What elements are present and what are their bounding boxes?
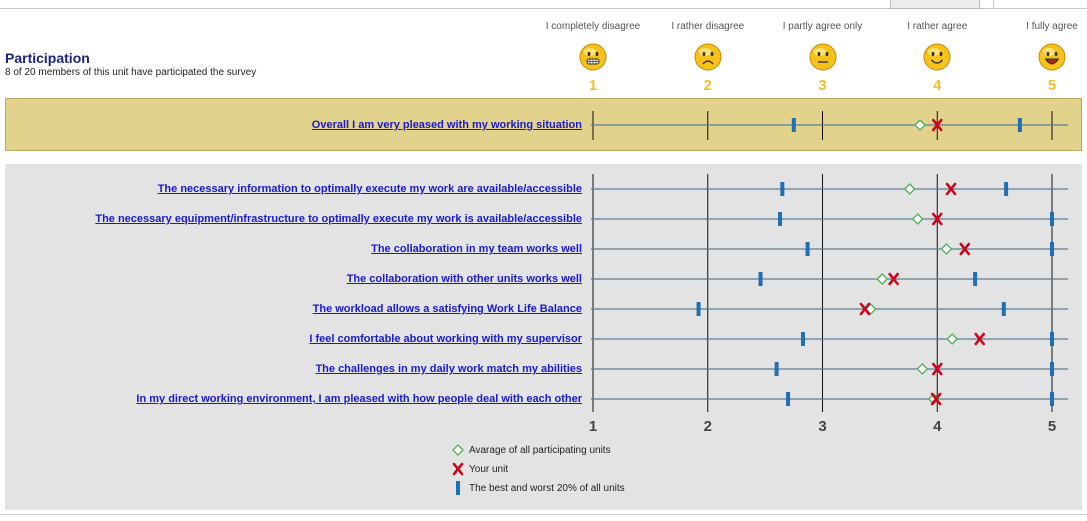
scale-label-3: I partly agree only [782,21,863,32]
question-link[interactable]: The collaboration in my team works well [371,243,582,255]
best-20-marker [1050,212,1054,226]
smile-smiley-icon [923,43,951,71]
x-tick-label: 3 [818,418,827,435]
scale-number-1: 1 [588,77,598,94]
your-unit-marker [931,118,943,132]
legend-label: Your unit [469,463,509,475]
best-20-marker [973,272,978,286]
grinning-teeth-smiley-icon [579,43,607,71]
question-link[interactable]: In my direct working environment, I am p… [136,393,582,405]
your-unit-marker [931,362,943,376]
question-link[interactable]: The workload allows a satisfying Work Li… [312,303,582,315]
x-tick-label: 4 [933,418,942,435]
worst-20-marker [805,242,810,256]
big-grin-smiley-icon [1038,43,1066,71]
question-link[interactable]: The challenges in my daily work match my… [315,363,582,375]
legend-item-diamond: Avarage of all participating units [450,443,611,457]
average-marker [876,273,889,285]
scale-label-5: I fully agree [1026,21,1078,32]
scale-label-2: I rather disagree [671,21,745,32]
question-link[interactable]: The collaboration with other units works… [346,273,582,285]
worst-20-marker [696,302,701,316]
x-tick-label: 2 [703,418,712,435]
cross-icon [452,462,464,476]
top-tab-strip [0,0,1087,9]
average-marker [916,363,929,375]
average-marker [940,243,953,255]
top-tab-active[interactable] [890,0,980,9]
overall-question-link[interactable]: Overall I am very pleased with my workin… [311,119,582,131]
participation-title: Participation [5,50,90,66]
top-tab[interactable] [993,0,1087,9]
worst-20-marker [800,332,805,346]
your-unit-marker [974,332,986,346]
worst-20-marker [758,272,763,286]
best-20-marker [1004,182,1009,196]
neutral-smiley-icon [809,43,836,71]
x-tick-label: 1 [588,418,598,435]
questions-panel [5,164,1082,510]
your-unit-marker [959,242,971,256]
best-20-marker [1017,118,1022,132]
best-20-marker [1050,332,1054,346]
your-unit-marker [888,272,899,286]
question-link[interactable]: The necessary information to optimally e… [157,183,582,195]
worst-20-marker [791,118,796,132]
your-unit-marker [859,302,871,316]
question-link[interactable]: The necessary equipment/infrastructure t… [95,213,582,225]
legend-item-bar: The best and worst 20% of all units [450,481,625,495]
participation-subtitle: 8 of 20 members of this unit have partic… [5,67,257,78]
best-20-marker [1050,242,1054,256]
scale-label-1: I completely disagree [545,21,641,32]
x-tick-label: 5 [1047,418,1057,435]
worst-20-marker [778,212,783,226]
legend-item-cross: Your unit [450,462,508,476]
worst-20-marker [774,362,779,376]
your-unit-marker [930,392,942,406]
diamond-icon [452,444,464,456]
best-20-marker [1001,302,1006,316]
average-marker [911,213,924,225]
worst-20-marker [780,182,785,196]
scale-label-4: I rather agree [907,21,968,32]
scale-number-5: 5 [1047,77,1057,94]
bar-icon [456,481,460,495]
best-20-marker [1050,362,1054,376]
bottom-divider [0,514,1087,515]
scale-number-3: 3 [818,77,827,94]
average-marker [903,183,916,195]
scale-number-4: 4 [933,77,942,94]
question-link[interactable]: I feel comfortable about working with my… [309,333,582,345]
legend-label: The best and worst 20% of all units [469,482,625,494]
frown-smiley-icon [694,43,722,71]
legend-label: Avarage of all participating units [469,444,611,456]
best-20-marker [1050,392,1054,406]
your-unit-marker [931,212,943,226]
scale-number-2: 2 [703,77,712,94]
worst-20-marker [786,392,791,406]
average-marker [914,119,926,131]
your-unit-marker [945,182,957,196]
average-marker [946,333,959,345]
